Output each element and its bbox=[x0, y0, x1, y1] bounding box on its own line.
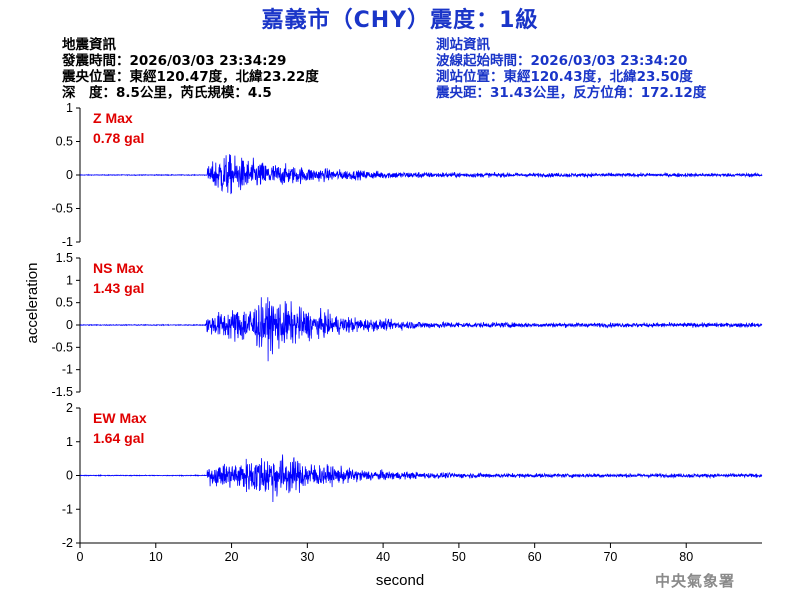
y-tick-label: 0.5 bbox=[56, 296, 73, 310]
depth-magnitude: 深 度：8.5公里，芮氏規模：4.5 bbox=[62, 85, 272, 101]
x-tick-label: 80 bbox=[679, 550, 693, 564]
panel-peak-label: 0.78 gal bbox=[93, 130, 144, 146]
y-tick-label: 1 bbox=[66, 273, 73, 287]
panel-peak-label: 1.43 gal bbox=[93, 280, 144, 296]
panel-component-label: EW Max bbox=[93, 410, 147, 426]
station-location: 測站位置：東經120.43度，北緯23.50度 bbox=[436, 69, 693, 85]
y-tick-label: -1 bbox=[62, 235, 73, 249]
x-tick-label: 50 bbox=[452, 550, 466, 564]
earthquake-info-heading: 地震資訊 bbox=[62, 37, 116, 53]
station-info-heading: 測站資訊 bbox=[436, 37, 490, 53]
x-tick-label: 10 bbox=[149, 550, 163, 564]
x-tick-label: 40 bbox=[376, 550, 390, 564]
station-info: 測站資訊 波線起始時間：2026/03/03 23:34:20 測站位置：東經1… bbox=[436, 37, 706, 101]
x-tick-label: 0 bbox=[77, 550, 84, 564]
y-tick-label: 1.5 bbox=[56, 251, 73, 265]
y-tick-label: -1 bbox=[62, 363, 73, 377]
waveform-trace bbox=[79, 454, 763, 503]
y-tick-label: -2 bbox=[62, 536, 73, 550]
y-tick-label: 1 bbox=[66, 435, 73, 449]
y-tick-label: -1.5 bbox=[51, 385, 73, 399]
page-title: 嘉義市（CHY）震度：1級 bbox=[261, 8, 539, 33]
y-tick-label: 0.5 bbox=[56, 135, 73, 149]
y-tick-label: 1 bbox=[66, 101, 73, 115]
x-tick-label: 20 bbox=[225, 550, 239, 564]
x-tick-label: 60 bbox=[528, 550, 542, 564]
x-tick-label: 70 bbox=[603, 550, 617, 564]
wave-start-time: 波線起始時間：2026/03/03 23:34:20 bbox=[436, 53, 688, 69]
y-axis-label: acceleration bbox=[24, 263, 41, 344]
x-axis-label: second bbox=[376, 572, 424, 589]
panel-peak-label: 1.64 gal bbox=[93, 430, 144, 446]
earthquake-info: 地震資訊 發震時間：2026/03/03 23:34:29 震央位置：東經120… bbox=[62, 37, 319, 101]
y-tick-label: 2 bbox=[66, 401, 73, 415]
x-tick-label: 30 bbox=[300, 550, 314, 564]
epicentral-distance: 震央距：31.43公里，反方位角：172.12度 bbox=[436, 85, 707, 101]
epicenter-location: 震央位置：東經120.47度，北緯23.22度 bbox=[62, 69, 319, 85]
agency-credit: 中央氣象署 bbox=[655, 572, 736, 590]
y-tick-label: -1 bbox=[62, 502, 73, 516]
panel-component-label: Z Max bbox=[93, 110, 133, 126]
waveform-trace bbox=[79, 154, 763, 195]
y-tick-label: -0.5 bbox=[51, 202, 73, 216]
y-tick-label: 0 bbox=[66, 318, 73, 332]
y-tick-label: 0 bbox=[66, 469, 73, 483]
origin-time: 發震時間：2026/03/03 23:34:29 bbox=[62, 53, 287, 69]
y-tick-label: 0 bbox=[66, 168, 73, 182]
waveform-trace bbox=[80, 297, 763, 362]
y-tick-label: -0.5 bbox=[51, 340, 73, 354]
panel-component-label: NS Max bbox=[93, 260, 144, 276]
